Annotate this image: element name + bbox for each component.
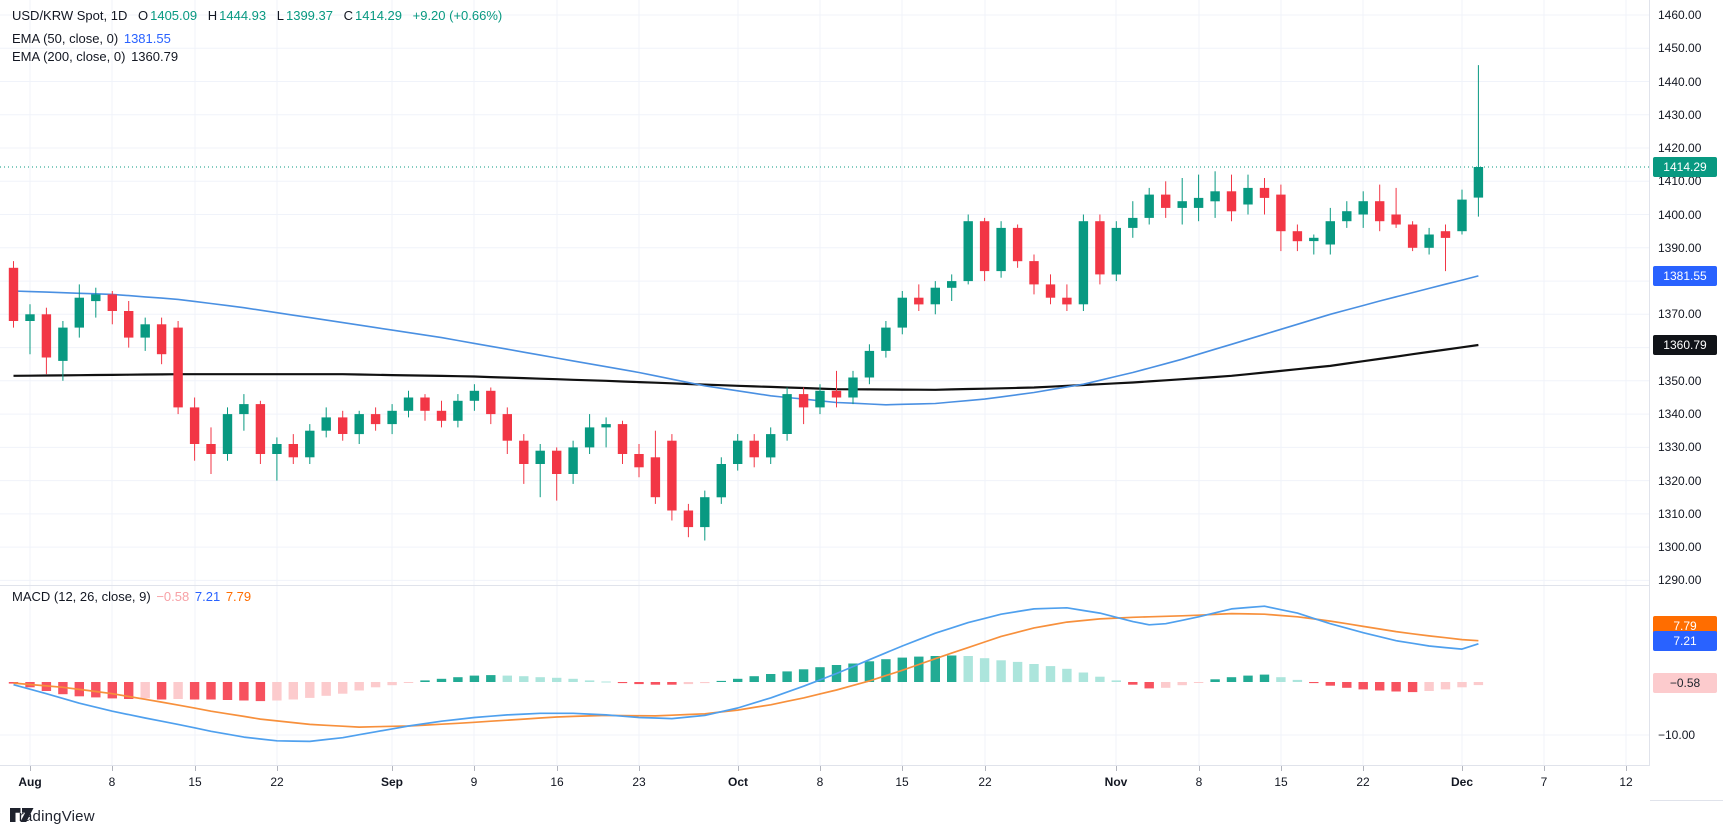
price-badge: 1381.55 [1653, 266, 1717, 286]
time-tick-mark [557, 766, 558, 771]
price-grid [0, 0, 1650, 585]
time-axis-label: 8 [816, 775, 824, 789]
macd-label[interactable]: MACD (12, 26, close, 9) [12, 589, 151, 604]
symbol-title[interactable]: USD/KRW Spot, 1D [12, 8, 128, 23]
price-axis[interactable]: 1460.00 1450.00 1440.00 1430.00 1420.00 1410.… [1649, 0, 1723, 800]
price-axis-label: 1410.00 [1658, 174, 1702, 189]
macd-signal-value: 7.79 [225, 589, 252, 604]
price-axis-label: 1420.00 [1658, 141, 1702, 156]
time-tick-mark [112, 766, 113, 771]
price-axis-label: 1450.00 [1658, 41, 1702, 56]
price-badge: 1414.29 [1653, 157, 1717, 177]
ohlc-high: H 1444.93 [207, 8, 267, 23]
price-axis-label: 1400.00 [1658, 207, 1702, 222]
price-axis-label: 1370.00 [1658, 307, 1702, 322]
time-axis[interactable]: Aug 8 15 22 Sep 9 16 23 Oct 8 15 22 Nov 8 15 22 Dec 7 12 [0, 765, 1650, 801]
macd-line [13, 605, 1479, 743]
ohlc-low: L 1399.37 [276, 8, 333, 23]
macd-legend-row[interactable]: MACD (12, 26, close, 9) −0.58 7.21 7.79 [12, 589, 251, 604]
tradingview-logo[interactable]: TradingView [10, 808, 95, 825]
time-axis-label: 16 [550, 775, 564, 789]
macd-line-value: 7.21 [194, 589, 221, 604]
price-badge: 7.21 [1653, 631, 1717, 651]
time-tick-mark [1199, 766, 1200, 771]
ema200-label[interactable]: EMA (200, close, 0) [12, 49, 126, 64]
price-axis-label: 1350.00 [1658, 373, 1702, 388]
ema50-line [13, 275, 1479, 406]
time-tick-mark [474, 766, 475, 771]
macd-histogram-value: −0.58 [156, 589, 190, 604]
time-tick-mark [820, 766, 821, 771]
time-axis-label: 22 [270, 775, 284, 789]
time-axis-label: 23 [632, 775, 646, 789]
price-axis-label: 1290.00 [1658, 573, 1702, 588]
macd-pane-canvas[interactable] [0, 585, 1650, 765]
ema50-value: 1381.55 [123, 31, 171, 46]
macd-histogram[interactable] [8, 655, 1484, 702]
price-pane-canvas[interactable] [0, 0, 1650, 585]
price-axis-label: 1330.00 [1658, 440, 1702, 455]
time-axis-label: 9 [470, 775, 478, 789]
price-axis-label: 1460.00 [1658, 8, 1702, 22]
price-badge: −0.58 [1653, 673, 1717, 693]
time-tick-mark [985, 766, 986, 771]
time-axis-label: 15 [895, 775, 909, 789]
time-axis-label: 12 [1619, 775, 1633, 789]
time-tick-mark [1281, 766, 1282, 771]
time-tick-mark [30, 766, 31, 771]
pane-separator[interactable] [0, 585, 1650, 586]
time-tick-mark [195, 766, 196, 771]
ema200-line [13, 343, 1479, 391]
price-axis-label: 1440.00 [1658, 74, 1702, 89]
time-tick-mark [1116, 766, 1117, 771]
time-axis-label: Nov [1104, 775, 1128, 789]
time-axis-label: Oct [727, 775, 749, 789]
price-axis-label: 1320.00 [1658, 473, 1702, 488]
price-axis-label: 1430.00 [1658, 107, 1702, 122]
macd-signal-line [13, 612, 1479, 728]
ema200-value: 1360.79 [131, 49, 179, 64]
price-axis-label: 1310.00 [1658, 506, 1702, 521]
ema50-legend-row[interactable]: EMA (50, close, 0) 1381.55 [12, 31, 171, 46]
price-axis-label: 1340.00 [1658, 407, 1702, 422]
time-tick-mark [902, 766, 903, 771]
bottom-bar: TradingView [0, 800, 1723, 835]
ema200-legend-row[interactable]: EMA (200, close, 0) 1360.79 [12, 49, 178, 64]
time-tick-mark [277, 766, 278, 771]
time-tick-mark [1363, 766, 1364, 771]
time-tick-mark [1626, 766, 1627, 771]
ema50-label[interactable]: EMA (50, close, 0) [12, 31, 119, 46]
time-axis-label: 22 [1356, 775, 1370, 789]
time-tick-mark [738, 766, 739, 771]
time-axis-label: 15 [1274, 775, 1288, 789]
time-tick-mark [639, 766, 640, 771]
time-axis-label: Dec [1450, 775, 1474, 789]
time-axis-label: 8 [108, 775, 116, 789]
time-axis-label: Sep [380, 775, 404, 789]
candles-layer[interactable] [8, 65, 1484, 541]
time-tick-mark [1462, 766, 1463, 771]
tradingview-logo-icon [10, 808, 34, 822]
price-axis-label: 1390.00 [1658, 240, 1702, 255]
time-axis-label: 15 [188, 775, 202, 789]
ohlc-close: C 1414.29 [343, 8, 402, 23]
time-axis-label: Aug [18, 775, 42, 789]
symbol-legend-row[interactable]: USD/KRW Spot, 1D O 1405.09 H 1444.93 L 1399… [12, 8, 502, 23]
time-axis-label: 8 [1195, 775, 1203, 789]
macd-axis-label: −10.00 [1658, 728, 1696, 742]
time-axis-label: 22 [978, 775, 992, 789]
ohlc-open: O 1405.09 [137, 8, 198, 23]
time-tick-mark [1544, 766, 1545, 771]
change-value: +9.20 (+0.66%) [412, 8, 503, 23]
time-axis-label: 7 [1540, 775, 1548, 789]
price-badge: 1360.79 [1653, 335, 1717, 355]
price-axis-label: 1300.00 [1658, 540, 1702, 555]
time-tick-mark [392, 766, 393, 771]
